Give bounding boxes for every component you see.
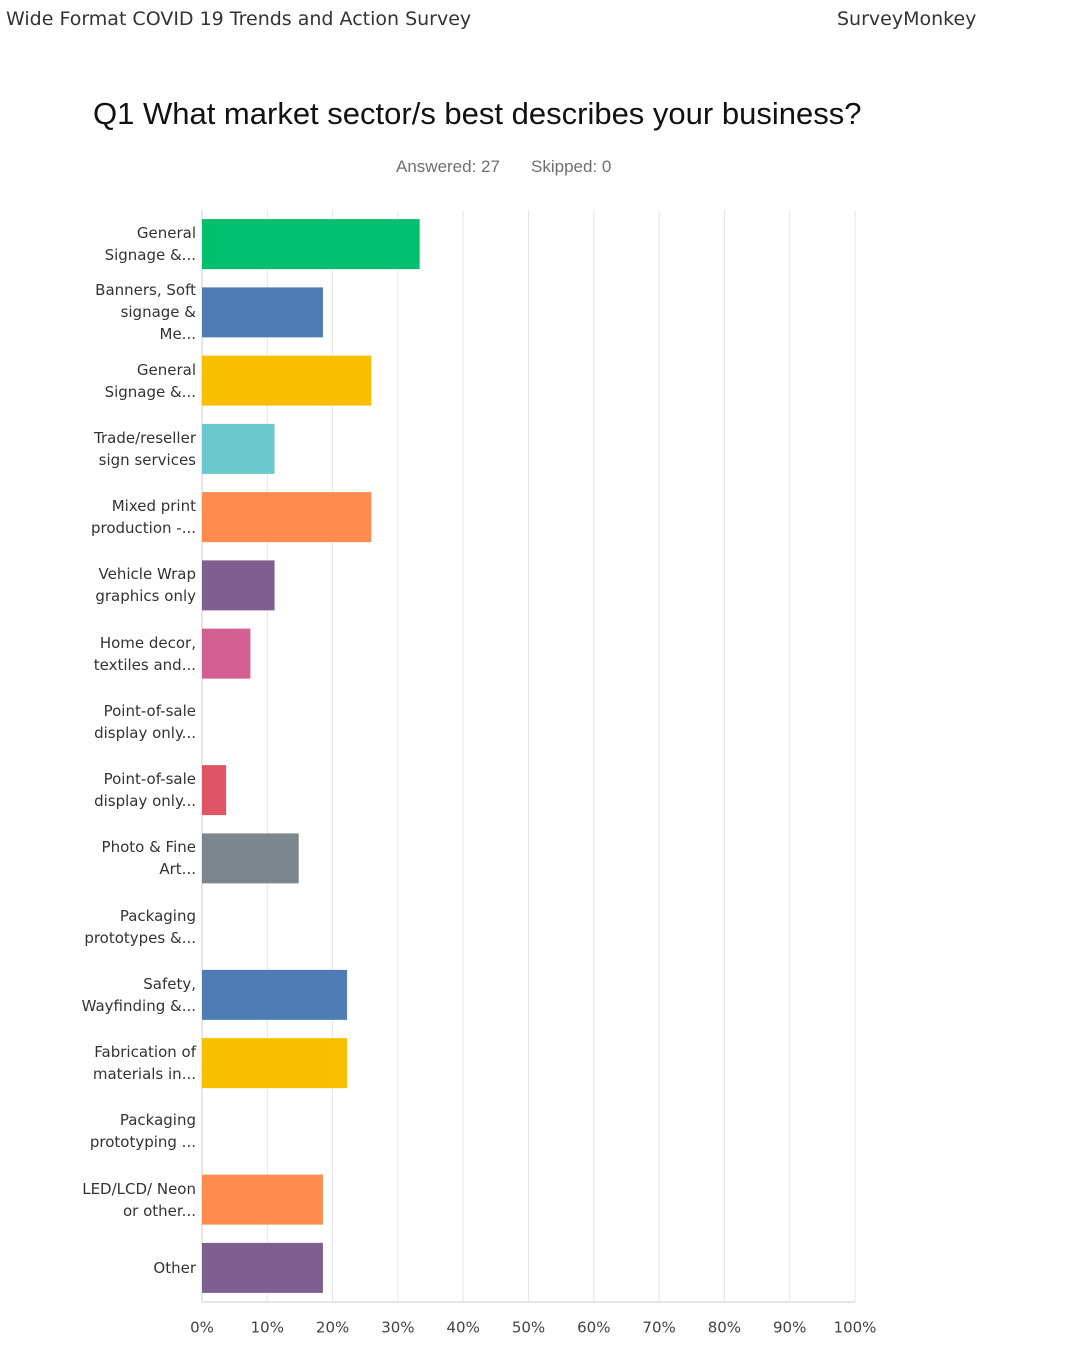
category-text: Other [153, 1258, 196, 1277]
x-tick-label: 20% [316, 1319, 349, 1337]
category-label: LED/LCD/ Neon or other... [66, 1166, 196, 1234]
category-text: Packaging prototypes &... [84, 906, 196, 947]
x-tick-label: 0% [190, 1319, 214, 1337]
category-text: Vehicle Wrap graphics only [95, 565, 196, 606]
bar [202, 1174, 323, 1225]
x-tick-label: 70% [642, 1319, 675, 1337]
x-tick-label: 60% [577, 1319, 610, 1337]
category-label: General Signage &... [66, 347, 196, 415]
category-label: Packaging prototypes &... [66, 893, 196, 961]
bar [202, 492, 372, 543]
category-text: Home decor, textiles and... [93, 633, 196, 674]
bar [202, 1038, 348, 1089]
category-text: Point-of-sale display only... [94, 770, 196, 811]
category-text: Banners, Soft signage & Me... [95, 281, 196, 344]
category-label: Mixed print production -... [66, 483, 196, 551]
bar [202, 628, 251, 679]
category-label: Banners, Soft signage & Me... [66, 278, 196, 346]
category-label: Point-of-sale display only... [66, 756, 196, 824]
answered-count: Answered: 27 [396, 157, 500, 176]
category-text: Mixed print production -... [90, 497, 196, 538]
bar [202, 560, 275, 611]
category-text: LED/LCD/ Neon or other... [82, 1179, 196, 1220]
x-tick-label: 50% [512, 1319, 545, 1337]
category-label: Trade/reseller sign services [66, 415, 196, 483]
category-label: Home decor, textiles and... [66, 620, 196, 688]
x-tick-label: 10% [251, 1319, 284, 1337]
category-label: Point-of-sale display only... [66, 688, 196, 756]
category-text: General Signage &... [104, 360, 196, 401]
bar [202, 287, 323, 338]
category-text: Fabrication of materials in... [92, 1043, 196, 1084]
category-label: General Signage &... [66, 210, 196, 278]
category-label: Safety, Wayfinding &... [66, 961, 196, 1029]
bar [202, 969, 348, 1020]
bar [202, 833, 299, 884]
bar [202, 1242, 323, 1293]
category-label: Other [66, 1234, 196, 1302]
category-text: Photo & Fine Art... [101, 838, 196, 879]
bar [202, 765, 227, 816]
category-label: Packaging prototyping ... [66, 1097, 196, 1165]
category-text: Trade/reseller sign services [94, 428, 196, 469]
category-text: Point-of-sale display only... [94, 701, 196, 742]
bar [202, 355, 372, 406]
category-text: Packaging prototyping ... [89, 1111, 196, 1152]
x-tick-label: 80% [708, 1319, 741, 1337]
category-label: Fabrication of materials in... [66, 1029, 196, 1097]
x-tick-label: 100% [834, 1319, 877, 1337]
x-tick-label: 30% [381, 1319, 414, 1337]
survey-title: Wide Format COVID 19 Trends and Action S… [6, 8, 472, 30]
category-label: Vehicle Wrap graphics only [66, 551, 196, 619]
category-text: Safety, Wayfinding &... [81, 974, 196, 1015]
chart-title: Q1 What market sector/s best describes y… [93, 96, 862, 131]
skipped-count: Skipped: 0 [531, 157, 612, 176]
category-label: Photo & Fine Art... [66, 824, 196, 892]
x-tick-label: 40% [447, 1319, 480, 1337]
x-tick-label: 90% [773, 1319, 806, 1337]
bar [202, 219, 420, 270]
bar [202, 423, 275, 474]
category-text: General Signage &... [104, 224, 196, 265]
brand: SurveyMonkey [837, 8, 977, 30]
